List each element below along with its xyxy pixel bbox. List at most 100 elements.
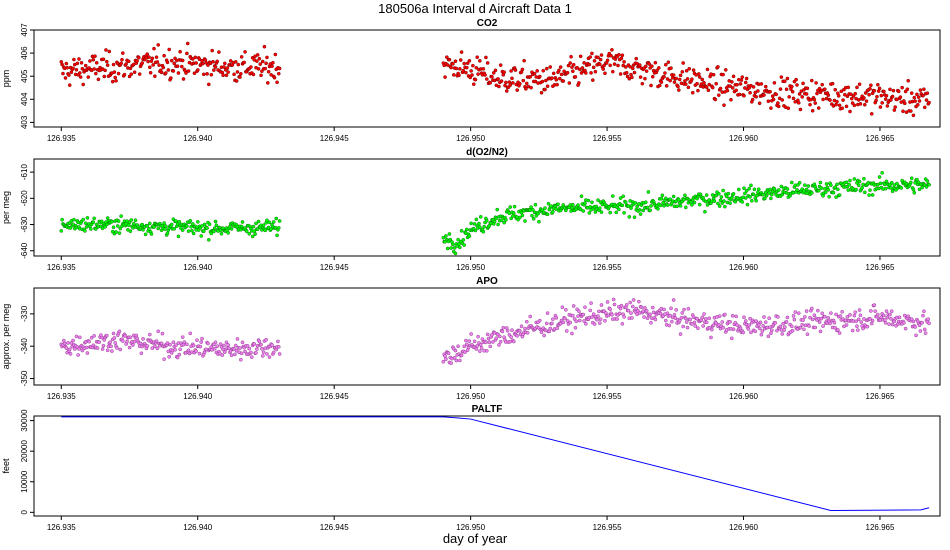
data-point: [441, 235, 446, 240]
data-point: [677, 77, 682, 82]
data-point: [464, 227, 469, 232]
data-point: [511, 211, 516, 215]
data-point: [902, 101, 907, 106]
data-point: [731, 74, 736, 79]
data-point: [454, 66, 459, 71]
data-point: [263, 228, 268, 233]
data-point: [849, 92, 853, 97]
data-point: [145, 224, 150, 228]
data-point: [758, 320, 763, 325]
data-point: [610, 194, 615, 198]
data-point: [132, 70, 137, 75]
data-point: [620, 321, 625, 326]
data-point: [710, 85, 715, 90]
data-point: [854, 187, 858, 192]
data-point: [59, 229, 64, 233]
data-point: [626, 308, 631, 313]
data-point: [671, 298, 676, 302]
data-point: [112, 70, 117, 74]
data-point: [494, 216, 499, 221]
data-point: [116, 71, 121, 76]
data-point: [596, 314, 600, 318]
data-point: [520, 67, 525, 72]
data-point: [72, 347, 77, 351]
data-point: [786, 106, 791, 111]
data-point: [535, 69, 539, 73]
data-point: [233, 60, 238, 64]
data-point: [913, 325, 917, 329]
data-point: [459, 353, 464, 358]
data-point: [462, 61, 466, 66]
data-point: [524, 81, 529, 86]
data-point: [693, 324, 698, 328]
data-point: [649, 83, 653, 88]
data-point: [620, 203, 625, 208]
data-point: [591, 65, 596, 70]
data-point: [134, 333, 139, 338]
data-point: [169, 222, 174, 227]
data-point: [775, 328, 779, 333]
data-point: [767, 191, 771, 195]
data-point: [491, 71, 496, 75]
data-point: [835, 182, 839, 187]
data-point: [89, 335, 94, 340]
data-point: [518, 81, 522, 86]
x-tick-label: 126.945: [320, 523, 349, 532]
data-point: [702, 312, 706, 316]
data-point: [119, 61, 123, 66]
x-tick-label: 126.940: [183, 523, 212, 532]
data-point: [885, 315, 890, 320]
data-point: [478, 59, 482, 63]
data-point: [922, 309, 926, 314]
data-point: [853, 310, 858, 314]
data-point: [925, 179, 930, 183]
data-point: [734, 314, 738, 319]
data-point: [783, 325, 787, 329]
data-point: [880, 171, 884, 175]
data-point: [498, 339, 503, 344]
data-point: [892, 183, 897, 187]
data-point: [793, 310, 798, 314]
data-point: [922, 105, 927, 110]
data-point: [770, 192, 774, 197]
data-point: [857, 308, 862, 312]
data-point: [622, 315, 626, 319]
data-point: [557, 76, 562, 81]
data-point: [277, 66, 282, 71]
data-point: [909, 180, 913, 185]
data-point: [754, 95, 758, 99]
data-point: [900, 85, 904, 90]
data-point: [217, 351, 222, 356]
data-point: [874, 98, 878, 103]
data-point: [612, 302, 617, 307]
data-point: [845, 315, 850, 319]
data-point: [464, 70, 468, 75]
data-point: [67, 83, 72, 87]
data-point: [612, 62, 617, 66]
data-point: [705, 203, 710, 207]
data-point: [589, 301, 593, 305]
data-point: [155, 346, 160, 351]
data-point: [674, 308, 679, 312]
data-point: [474, 217, 479, 222]
data-point: [697, 72, 701, 76]
data-point: [581, 312, 586, 317]
data-point: [522, 58, 526, 63]
data-point: [643, 76, 647, 81]
data-point: [186, 229, 191, 233]
data-point: [890, 322, 895, 327]
data-point: [877, 86, 882, 91]
data-point: [839, 89, 844, 94]
data-point: [809, 78, 814, 83]
data-point: [682, 307, 686, 312]
data-point: [162, 357, 166, 362]
data-point: [172, 61, 177, 66]
data-point: [185, 51, 189, 56]
data-point: [481, 229, 486, 234]
data-point: [185, 224, 189, 228]
data-point: [876, 82, 880, 87]
data-point: [113, 75, 118, 80]
data-point: [78, 71, 82, 75]
data-point: [110, 219, 114, 224]
data-point: [172, 227, 177, 231]
